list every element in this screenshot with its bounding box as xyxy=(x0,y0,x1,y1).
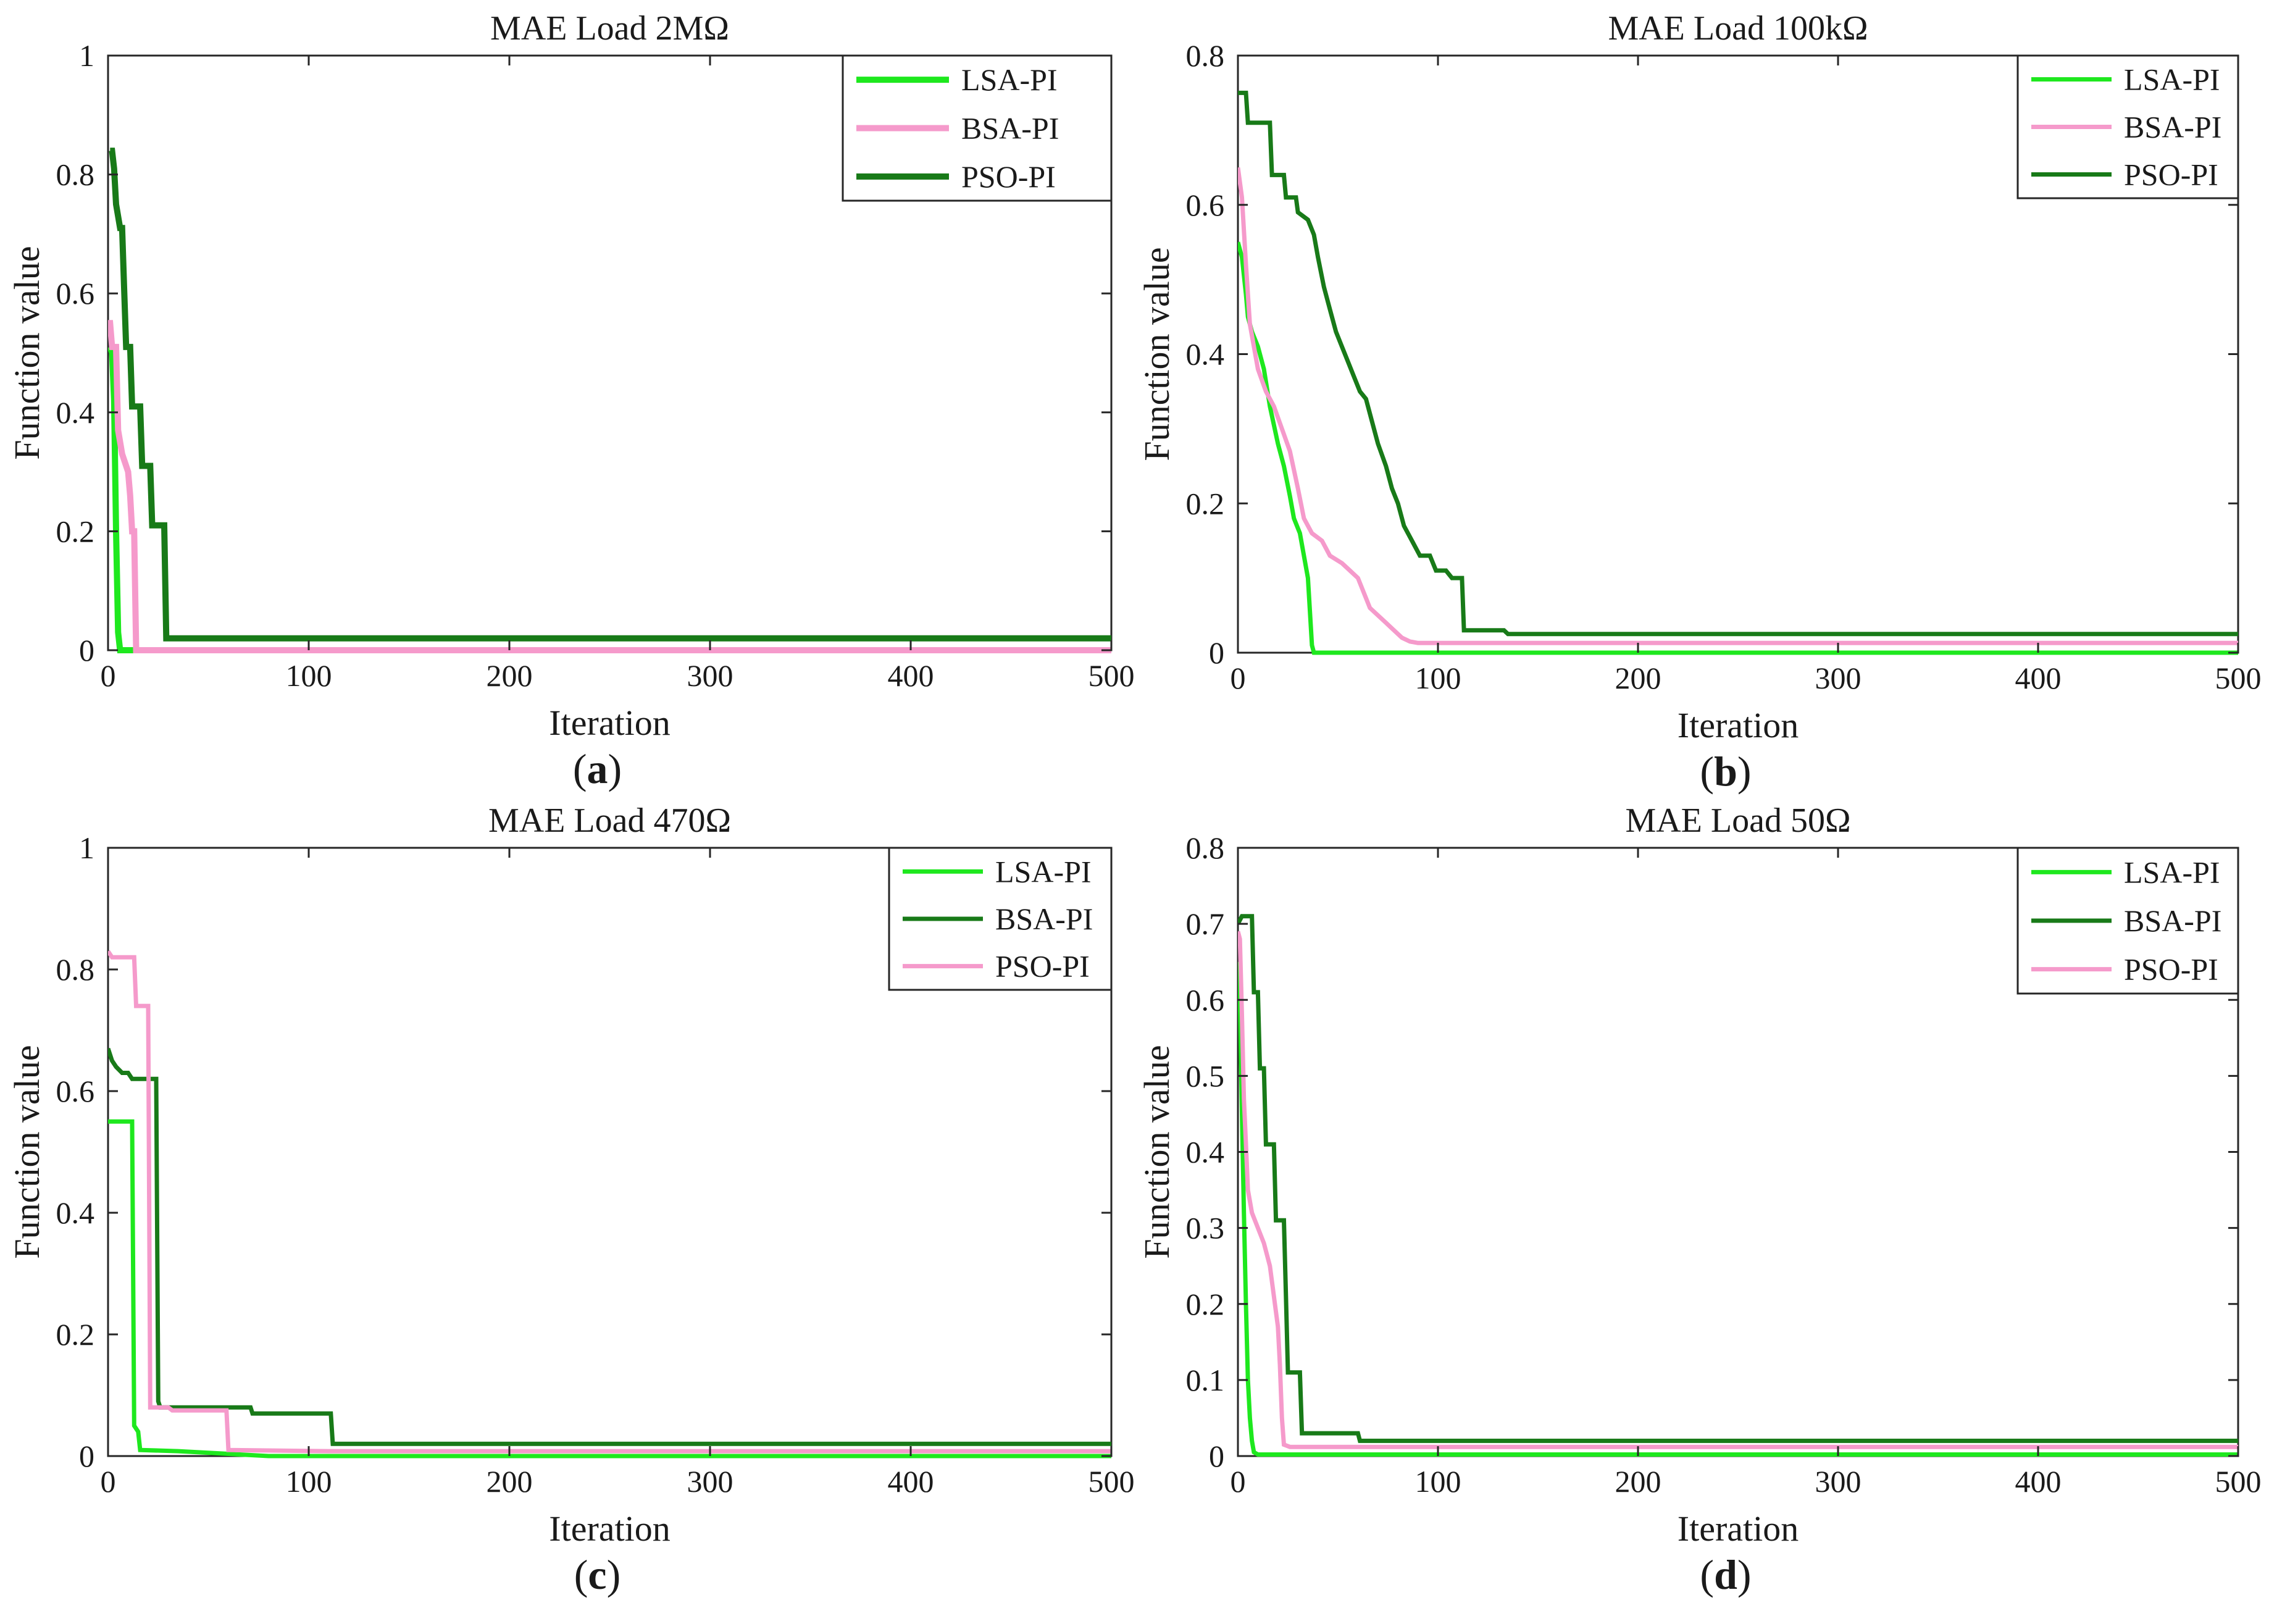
y-tick-label: 0.5 xyxy=(1186,1058,1225,1093)
chart-title: MAE Load 50Ω xyxy=(1625,802,1850,840)
x-tick-label: 100 xyxy=(286,658,332,693)
legend: LSA-PI BSA-PI PSO-PI xyxy=(2016,847,2239,995)
chart-panel-c: 0 100 200 300 400 500 0 0.2 0.4 0.6 0.8 1 MAE Load 4… xyxy=(7,802,1135,1598)
x-tick-label: 400 xyxy=(888,1464,934,1499)
x-tick-label: 500 xyxy=(1089,1464,1135,1499)
subplot-label: (b) xyxy=(1700,748,1751,795)
y-tick-label: 0.6 xyxy=(56,276,95,311)
x-tick-label: 100 xyxy=(1415,661,1461,695)
x-tick-label: 100 xyxy=(1415,1464,1461,1499)
subplot-label: (d) xyxy=(1700,1551,1751,1598)
x-tick-label: 100 xyxy=(286,1464,332,1499)
y-tick-label: 0 xyxy=(79,1439,94,1473)
y-tick-label: 1 xyxy=(79,38,94,73)
subplot-label: (c) xyxy=(574,1551,621,1598)
y-tick-label: 0.4 xyxy=(56,1195,95,1230)
x-tick-label: 200 xyxy=(1615,661,1661,695)
x-tick-label: 0 xyxy=(1231,661,1246,695)
legend: LSA-PI BSA-PI PSO-PI xyxy=(2016,54,2239,199)
legend: LSA-PI BSA-PI PSO-PI xyxy=(842,54,1113,202)
y-tick-label: 0.1 xyxy=(1186,1363,1225,1397)
chart-panel-b: 0 100 200 300 400 500 0 0.2 0.4 0.6 0.8 MAE Load 10… xyxy=(1137,9,2262,795)
x-tick-label: 300 xyxy=(687,1464,733,1499)
y-tick-label: 0.6 xyxy=(56,1074,95,1108)
series-line-bsa-pi xyxy=(108,320,1111,653)
legend-entry: PSO-PI xyxy=(961,159,1056,194)
legend-entry: PSO-PI xyxy=(995,949,1090,984)
x-axis-label: Iteration xyxy=(1678,705,1799,745)
legend-entry: BSA-PI xyxy=(995,902,1093,936)
y-tick-label: 0 xyxy=(79,633,94,668)
legend-entry: LSA-PI xyxy=(995,854,1092,889)
y-tick-label: 0.4 xyxy=(1186,1135,1225,1170)
y-tick-label: 0.2 xyxy=(1186,486,1225,521)
legend-entry: PSO-PI xyxy=(2124,157,2218,192)
chart-panel-a: 0 100 200 300 400 500 0 0.2 0.4 0.6 0.8 1 MAE Load 2… xyxy=(7,9,1135,792)
y-tick-label: 0.8 xyxy=(56,157,95,192)
series-line-pso-pi xyxy=(109,148,1111,642)
legend-entry: BSA-PI xyxy=(961,111,1059,146)
chart-title: MAE Load 100kΩ xyxy=(1608,9,1868,48)
chart-title: MAE Load 2MΩ xyxy=(490,9,729,48)
series-line-lsa-pi xyxy=(108,1119,1111,1459)
y-tick-label: 0.8 xyxy=(1186,831,1225,865)
legend-entry: BSA-PI xyxy=(2124,903,2221,938)
y-tick-label: 0.2 xyxy=(56,1317,95,1352)
y-tick-label: 0.2 xyxy=(1186,1287,1225,1321)
x-tick-label: 200 xyxy=(487,658,533,693)
y-axis-label: Function value xyxy=(7,246,47,459)
x-tick-label: 200 xyxy=(1615,1464,1661,1499)
x-tick-label: 400 xyxy=(888,658,934,693)
chart-panel-d: 0 100 200 300 400 500 0 0.1 0.2 0.3 0.4 0.5 0.6 0.7 0.… xyxy=(1137,802,2262,1598)
subplot-label: (a) xyxy=(573,745,622,792)
series-line-pso-pi xyxy=(108,950,1111,1454)
y-tick-label: 0 xyxy=(1209,1439,1224,1473)
y-tick-label: 0.8 xyxy=(56,952,95,987)
y-tick-label: 0.3 xyxy=(1186,1211,1225,1245)
x-axis-label: Iteration xyxy=(549,703,670,743)
y-axis-label: Function value xyxy=(7,1045,47,1258)
y-tick-label: 0.2 xyxy=(56,514,95,548)
legend-entry: PSO-PI xyxy=(2124,952,2218,987)
series-line-bsa-pi xyxy=(1238,167,2238,645)
legend-entry: LSA-PI xyxy=(2124,855,2220,889)
legend: LSA-PI BSA-PI PSO-PI xyxy=(888,847,1113,991)
series-line-pso-pi xyxy=(1238,90,2238,637)
x-tick-label: 400 xyxy=(2015,1464,2062,1499)
y-axis-label: Function value xyxy=(1137,247,1177,461)
y-tick-label: 0.6 xyxy=(1186,982,1225,1017)
chart-title: MAE Load 470Ω xyxy=(488,802,731,840)
series-line-pso-pi xyxy=(1238,931,2238,1449)
y-tick-label: 0.8 xyxy=(1186,38,1225,73)
legend-entry: LSA-PI xyxy=(2124,62,2220,97)
series-line-bsa-pi xyxy=(108,1047,1111,1446)
y-tick-label: 0.4 xyxy=(56,395,95,430)
x-tick-label: 500 xyxy=(2215,661,2262,695)
x-axis-label: Iteration xyxy=(1678,1509,1799,1549)
x-tick-label: 400 xyxy=(2015,661,2062,695)
y-tick-label: 0 xyxy=(1209,635,1224,670)
x-tick-label: 0 xyxy=(1231,1464,1246,1499)
y-axis-label: Function value xyxy=(1137,1045,1177,1258)
y-tick-label: 1 xyxy=(79,831,94,865)
x-tick-label: 0 xyxy=(101,658,116,693)
x-tick-label: 300 xyxy=(687,658,733,693)
y-tick-label: 0.4 xyxy=(1186,337,1225,372)
y-tick-label: 0.7 xyxy=(1186,906,1225,941)
legend-entry: LSA-PI xyxy=(961,62,1058,97)
x-tick-label: 200 xyxy=(487,1464,533,1499)
x-tick-label: 0 xyxy=(101,1464,116,1499)
x-axis-label: Iteration xyxy=(549,1509,670,1549)
x-tick-label: 500 xyxy=(2215,1464,2262,1499)
series-group xyxy=(108,950,1111,1459)
y-tick-label: 0.6 xyxy=(1186,188,1225,222)
x-tick-label: 300 xyxy=(1815,661,1862,695)
series-group xyxy=(1238,90,2238,655)
series-line-bsa-pi xyxy=(1238,914,2238,1443)
x-tick-label: 300 xyxy=(1815,1464,1862,1499)
legend-entry: BSA-PI xyxy=(2124,110,2221,144)
x-tick-label: 500 xyxy=(1089,658,1135,693)
